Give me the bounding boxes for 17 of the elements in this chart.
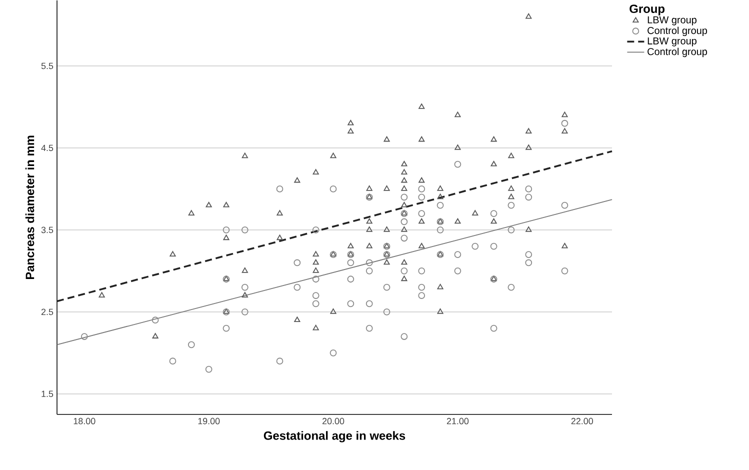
y-tick-label: 2.5	[41, 308, 54, 315]
x-tick-label: 20.00	[322, 418, 344, 424]
y-axis-title: Pancreas diameter in mm	[25, 136, 34, 279]
y-tick-label: 4.5	[41, 144, 54, 151]
legend-label: Control group	[648, 48, 708, 57]
legend-label: Control group	[648, 26, 708, 36]
legend-label: LBW group	[648, 37, 696, 46]
y-tick-label: 5.5	[41, 62, 54, 69]
legend-label: LBW group	[648, 16, 696, 26]
y-tick-label: 3.5	[41, 226, 54, 233]
legend-title: Group	[630, 4, 665, 16]
x-tick-label: 22.00	[571, 418, 594, 424]
x-axis-title: Gestational age in weeks	[264, 430, 406, 442]
y-tick-label: 1.5	[42, 390, 54, 397]
x-tick-label: 18.00	[74, 418, 96, 424]
x-tick-label: 19.00	[198, 418, 220, 424]
x-tick-label: 21.00	[446, 418, 469, 424]
